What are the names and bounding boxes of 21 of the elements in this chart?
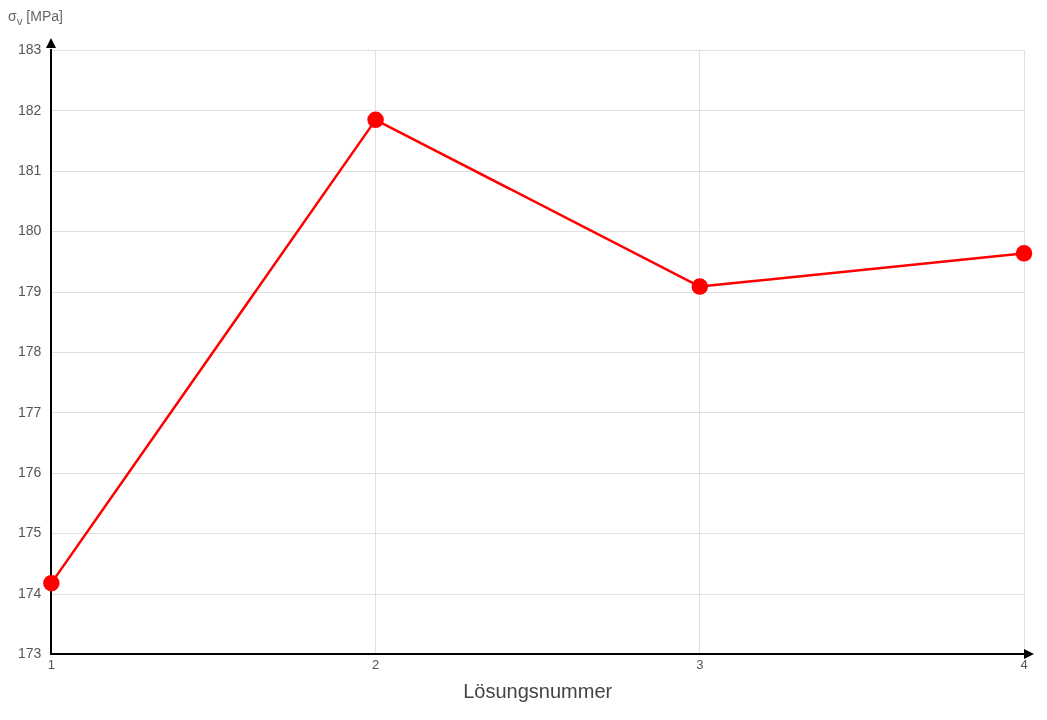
point [1015,245,1033,262]
x-axis-title: Lösungsnummer [463,679,613,702]
y-tick-label: 177 [18,403,42,420]
x-tick-label: 1 [47,656,55,672]
x-tick-label: 4 [1020,656,1028,672]
y-tick-label: 176 [18,464,42,481]
y-tick-label: 173 [18,645,42,662]
point [367,111,384,129]
y-tick-label: 183 [18,41,42,58]
point [691,278,709,295]
y-tick-label: 180 [18,222,42,239]
y-tick-label: 178 [18,343,42,360]
y-axis-title: σ$_{v}$ [MPa] [8,8,63,27]
x-tick-label: 2 [371,656,380,672]
x-tick-label: 3 [696,656,704,672]
y-tick-label: 175 [18,524,42,541]
y-tick-label: 179 [18,282,42,299]
y-tick-label: 181 [18,162,42,179]
y-tick-label: 182 [18,101,42,118]
y-tick-label: 174 [18,584,42,601]
point [43,574,60,592]
